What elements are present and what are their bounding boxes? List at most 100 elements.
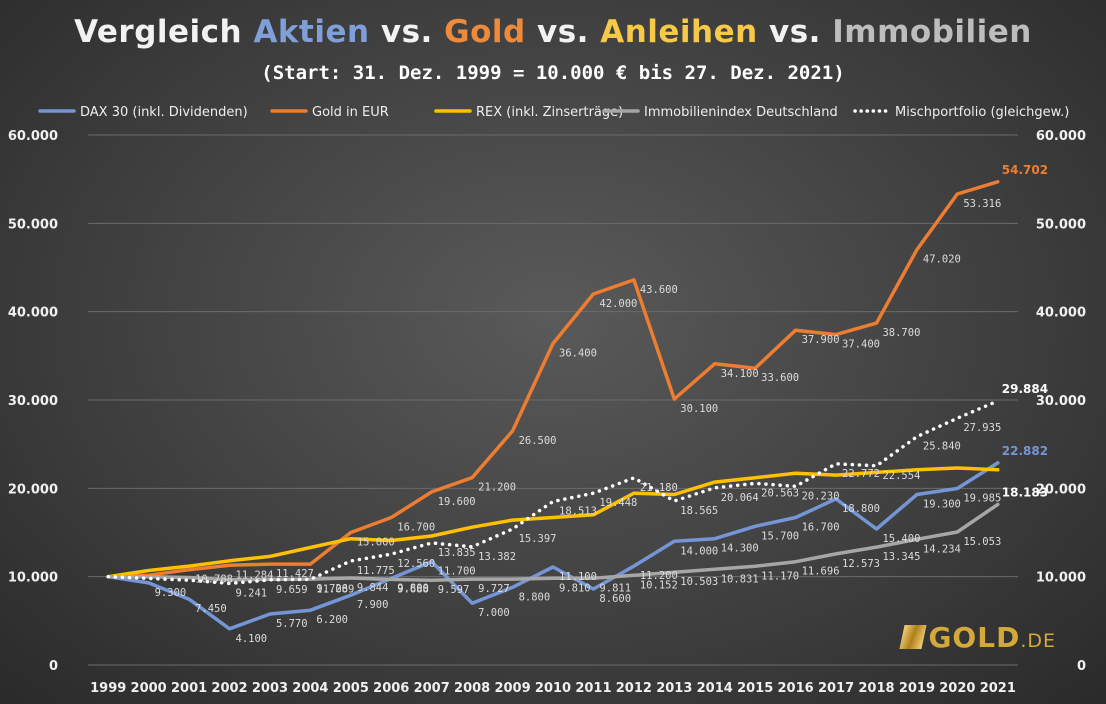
data-label-0-13: 11.200 — [640, 570, 678, 582]
data-label-0-18: 18.800 — [842, 503, 880, 515]
data-label-4-18: 22.772 — [842, 468, 880, 480]
data-label-1-11: 36.400 — [559, 347, 597, 359]
data-label-0-15: 14.300 — [721, 543, 759, 555]
x-tick-2005: 2005 — [333, 681, 369, 696]
logo-brand: GOLD — [928, 621, 1021, 654]
legend: DAX 30 (inkl. Dividenden) Gold in EUR REX … — [38, 105, 1069, 120]
gridlines — [88, 134, 1018, 666]
data-label-4-8: 13.835 — [438, 547, 476, 559]
x-tick-2012: 2012 — [616, 681, 652, 696]
data-label-4-20: 25.840 — [923, 441, 961, 453]
data-label-0-8: 11.700 — [438, 566, 476, 578]
y-tick-right-30000: 30.000 — [1036, 394, 1086, 409]
y-tick-right-60000: 60.000 — [1036, 129, 1086, 144]
data-label-4-3: 9.241 — [236, 587, 268, 599]
x-tick-2017: 2017 — [818, 681, 854, 696]
data-label-4-5: 11.089 — [316, 583, 354, 595]
series-line-2 — [106, 466, 1000, 579]
data-label-0-9: 7.000 — [478, 607, 510, 619]
data-label-4-19: 22.554 — [882, 470, 920, 482]
data-label-1-4: 11.427 — [276, 568, 314, 580]
y-tick-left-30000: 30.000 — [8, 394, 58, 409]
data-label-0-11: 11.100 — [559, 571, 597, 583]
x-tick-2015: 2015 — [737, 681, 773, 696]
x-tick-2009: 2009 — [494, 681, 530, 696]
legend-label-2: REX (inkl. Zinserträge) — [476, 105, 623, 120]
title-part-4: vs. — [525, 14, 601, 50]
x-axis: 1999 2000 2001 2002 2003 2004 2005 2006 2007 2008… — [90, 681, 1016, 696]
data-label-4-21: 27.935 — [963, 422, 1001, 434]
y-tick-right-40000: 40.000 — [1036, 306, 1086, 321]
data-label-4-14: 18.565 — [680, 505, 718, 517]
data-label-3-13: 10.152 — [640, 579, 678, 591]
logo-domain: .DE — [1020, 630, 1056, 652]
data-label-1-9: 21.200 — [478, 482, 516, 494]
x-tick-2019: 2019 — [899, 681, 935, 696]
y-tick-right-20000: 20.000 — [1036, 482, 1086, 497]
data-label-0-16: 15.700 — [761, 530, 799, 542]
series-line-1 — [106, 180, 1000, 579]
y-axis-right: 0 10.000 20.000 30.000 40.000 50.000 60.000 — [1036, 129, 1086, 674]
data-label-0-4: 5.770 — [276, 618, 308, 630]
data-label-0-21: 19.985 — [963, 492, 1001, 504]
data-label-1-6: 15.000 — [357, 537, 395, 549]
data-label-0-12: 8.600 — [599, 593, 631, 605]
title-part-0: Vergleich — [74, 14, 254, 50]
data-label-4-11: 18.513 — [559, 505, 597, 517]
x-tick-2002: 2002 — [211, 681, 247, 696]
data-label-0-5: 6.200 — [316, 614, 348, 626]
x-tick-2004: 2004 — [292, 681, 328, 696]
data-label-1-15: 34.100 — [721, 368, 759, 380]
data-label-4-6: 11.775 — [357, 565, 395, 577]
data-label-1-21: 53.316 — [963, 198, 1001, 210]
series-group — [106, 180, 1000, 631]
x-tick-2010: 2010 — [535, 681, 571, 696]
title-part-3: Gold — [444, 14, 526, 50]
x-tick-2011: 2011 — [575, 681, 611, 696]
y-tick-left-50000: 50.000 — [8, 217, 58, 232]
data-label-3-14: 10.503 — [680, 576, 718, 588]
data-label-3-8: 9.597 — [438, 584, 470, 596]
x-tick-2001: 2001 — [171, 681, 207, 696]
data-label-0-19: 15.400 — [882, 533, 920, 545]
data-label-4-13: 21.180 — [640, 482, 678, 494]
x-tick-2006: 2006 — [373, 681, 409, 696]
title-part-5: Anleihen — [600, 14, 758, 50]
data-label-1-10: 26.500 — [519, 435, 557, 447]
data-label-0-1: 9.300 — [155, 587, 187, 599]
y-tick-left-10000: 10.000 — [8, 571, 58, 586]
legend-label-1: Gold in EUR — [312, 105, 389, 120]
data-label-0-10: 8.800 — [519, 591, 551, 603]
x-tick-2013: 2013 — [656, 681, 692, 696]
y-tick-right-0: 0 — [1077, 659, 1086, 674]
series-line-4 — [106, 399, 1000, 586]
y-tick-left-40000: 40.000 — [8, 306, 58, 321]
data-label-3-17: 11.696 — [802, 566, 840, 578]
data-label-1-20: 47.020 — [923, 254, 961, 266]
data-label-1-3: 11.284 — [236, 569, 274, 581]
data-label-1-17: 37.900 — [802, 334, 840, 346]
data-label-4-4: 9.659 — [276, 584, 308, 596]
data-label-1-18: 37.400 — [842, 339, 880, 351]
data-label-3-12: 9.811 — [599, 582, 631, 594]
title-part-7: Immobilien — [832, 14, 1032, 50]
data-label-1-19: 38.700 — [882, 327, 920, 339]
series-line-0 — [106, 461, 1000, 631]
data-label-0-7: 9.800 — [397, 582, 429, 594]
data-label-3-16: 11.170 — [761, 570, 799, 582]
gold-bars-icon — [899, 625, 927, 649]
data-label-0-2: 7.450 — [195, 603, 227, 615]
data-label-3-6: 9.844 — [357, 582, 389, 594]
title-part-1: Aktien — [253, 14, 370, 50]
data-label-4-12: 19.448 — [599, 497, 637, 509]
chart-title: Vergleich Aktien vs. Gold vs. Anleihen v… — [0, 14, 1106, 50]
chart-subtitle: (Start: 31. Dez. 1999 = 10.000 € bis 27.… — [261, 62, 845, 84]
data-label-3-19: 13.345 — [882, 551, 920, 563]
data-label-3-18: 12.573 — [842, 558, 880, 570]
x-tick-2018: 2018 — [858, 681, 894, 696]
data-label-4-15: 20.064 — [721, 492, 759, 504]
y-tick-left-0: 0 — [49, 659, 58, 674]
final-label-4: 29.884 — [1002, 382, 1048, 396]
final-label-3: 18.183 — [1002, 485, 1048, 499]
